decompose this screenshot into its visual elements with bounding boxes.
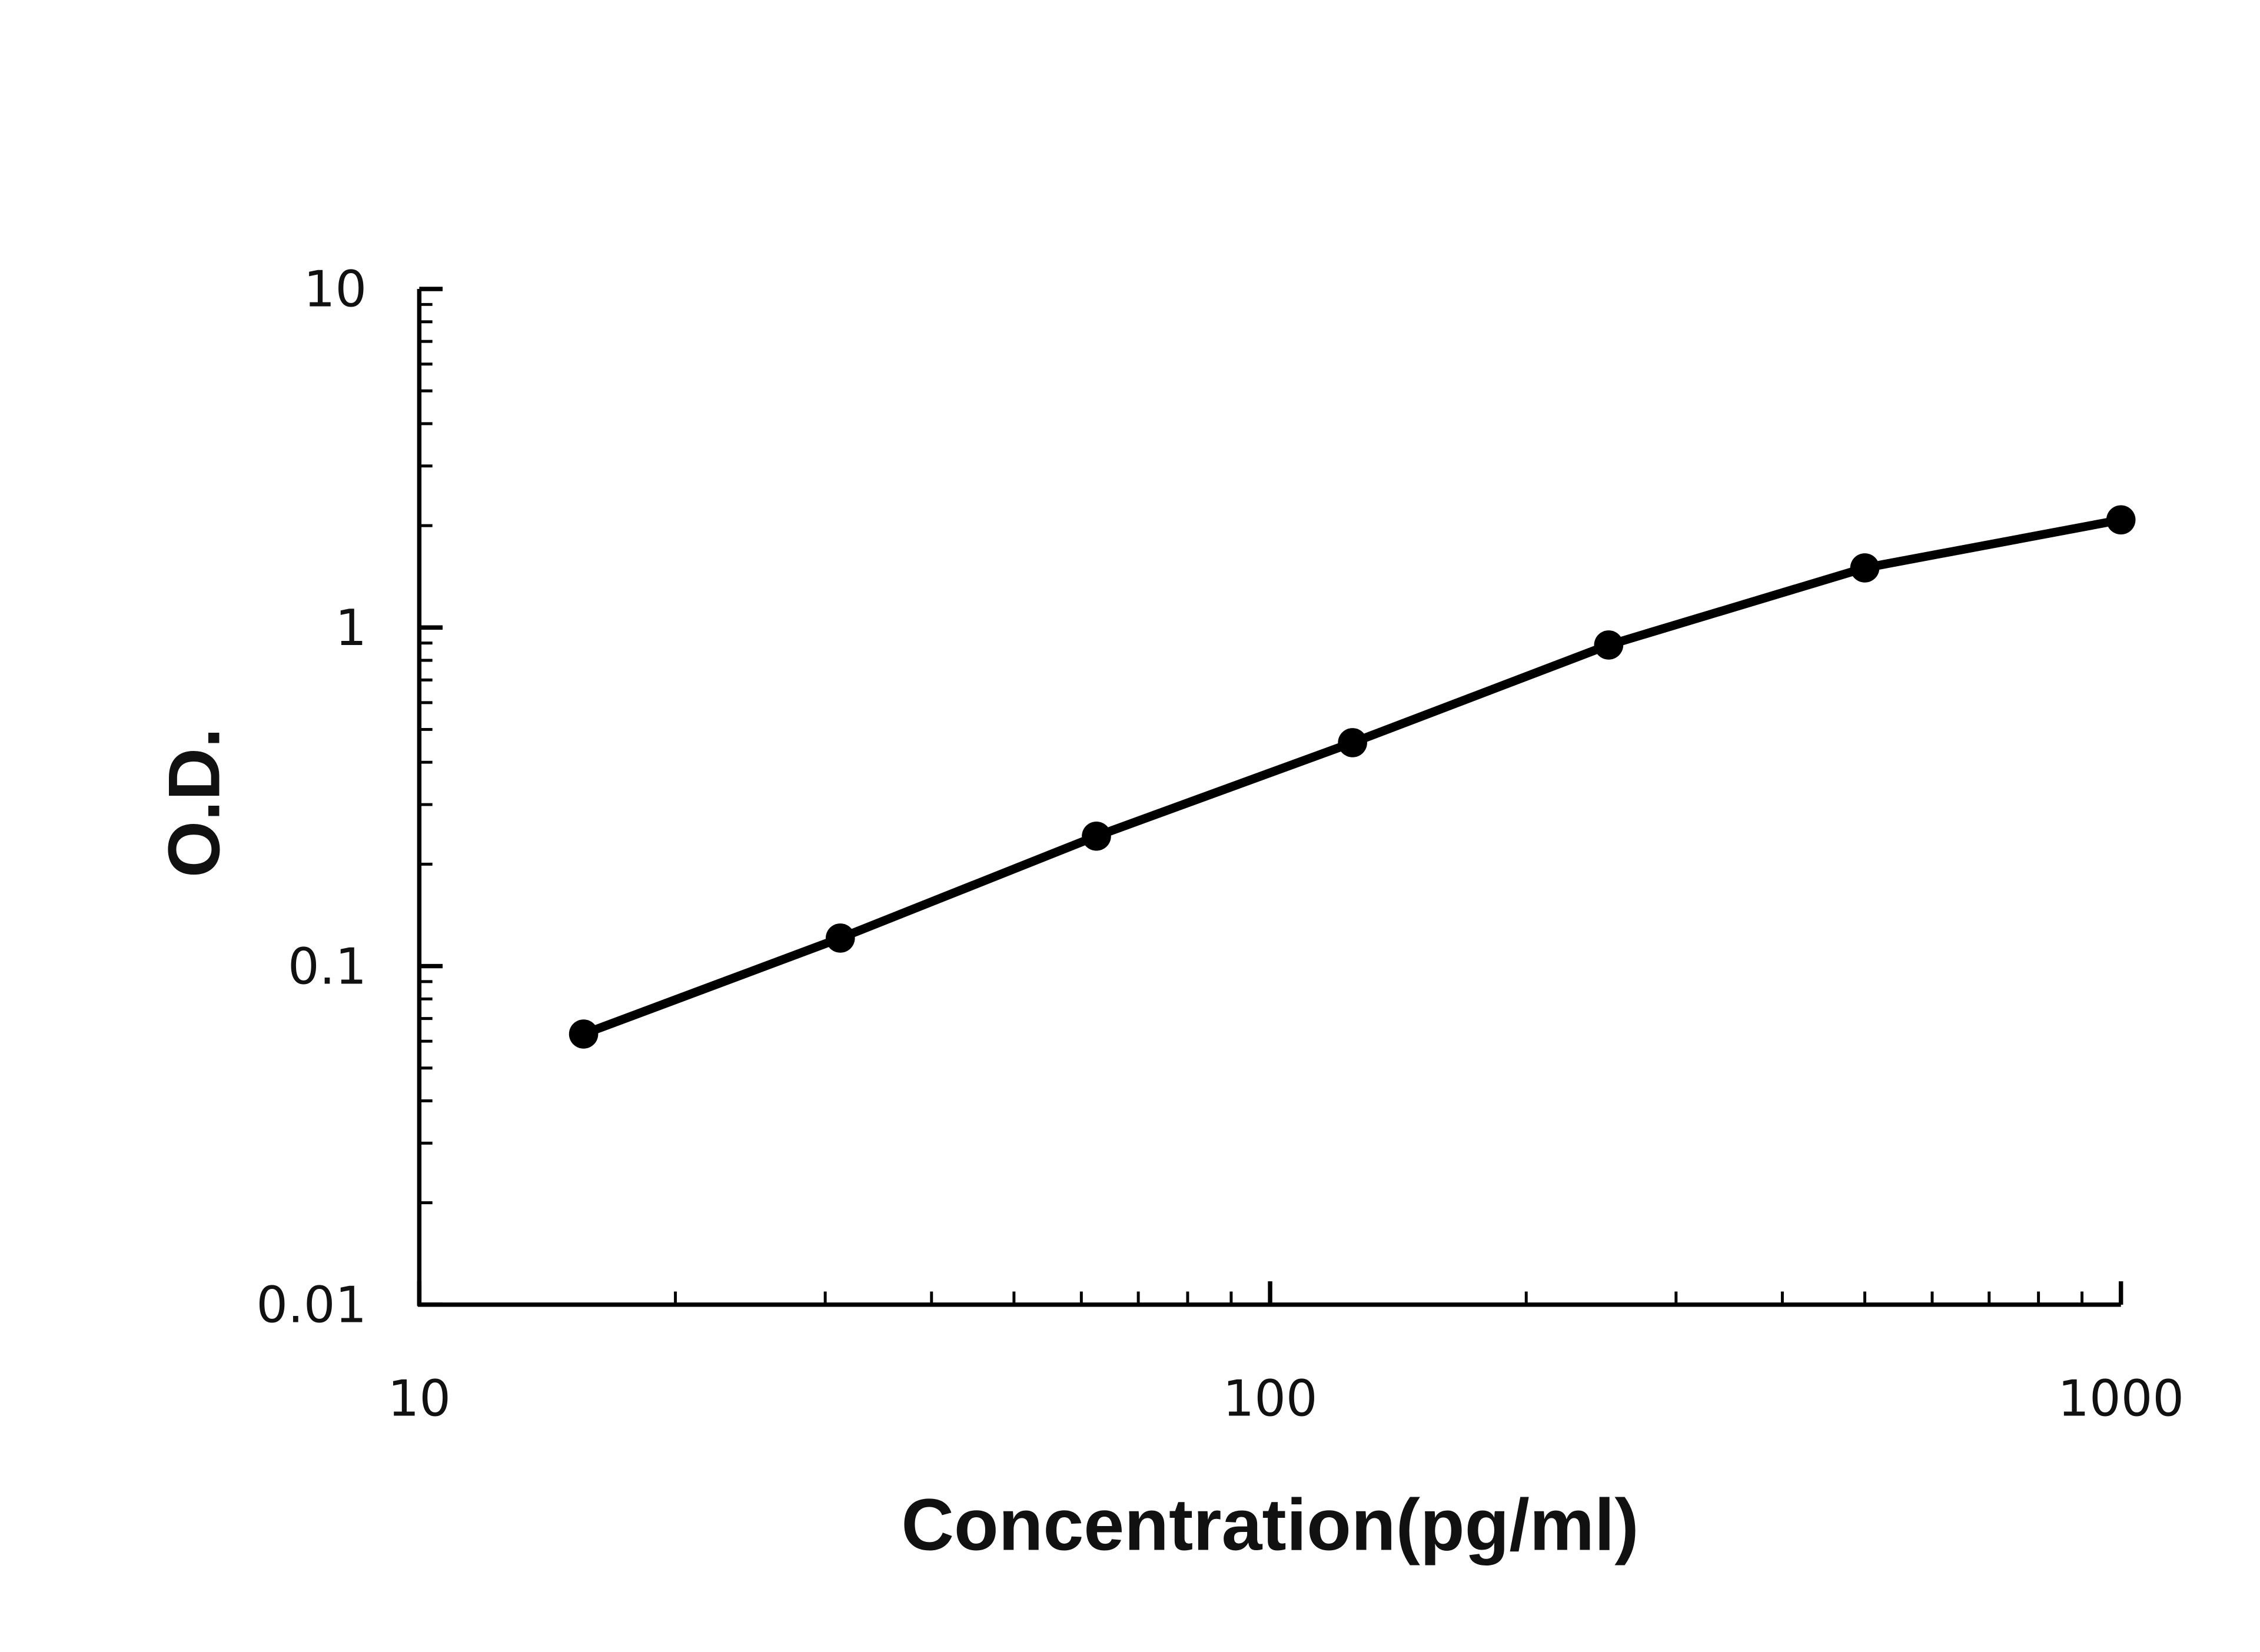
x-axis-label: Concentration(pg/ml) [901,1484,1638,1565]
y-tick-label: 10 [304,261,367,318]
x-tick-label: 1000 [2058,1370,2184,1427]
data-point [569,1019,599,1049]
y-tick-label: 0.1 [288,938,367,995]
y-tick-label: 1 [335,599,367,657]
data-point [1082,821,1111,851]
y-axis-label: O.D. [154,727,235,877]
data-point [825,923,855,953]
data-line [581,515,2122,1038]
y-tick-label: 0.01 [256,1277,367,1334]
data-point [1338,728,1367,757]
data-point [1594,630,1624,660]
data-point [1850,553,1880,583]
data-point [2106,505,2136,535]
x-tick-label: 100 [1223,1370,1318,1427]
x-tick-label: 10 [388,1370,451,1427]
